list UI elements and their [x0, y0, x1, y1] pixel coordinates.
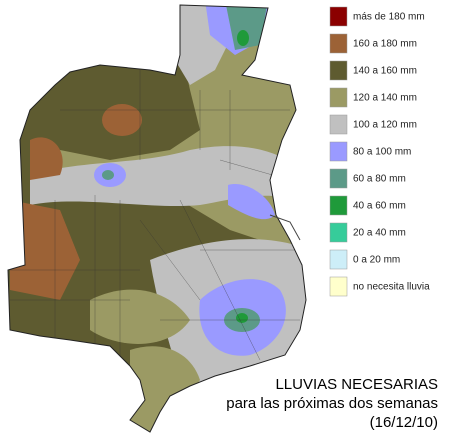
title-line: (16/12/10) [370, 414, 438, 431]
legend-label: 80 a 100 mm [353, 147, 411, 158]
legend-swatch [329, 141, 348, 162]
legend-label: 20 a 40 mm [353, 228, 406, 239]
coast-line [269, 214, 301, 241]
zone-160-180 [30, 137, 63, 180]
zone-40-60 [237, 30, 249, 46]
map [8, 5, 306, 432]
legend-swatch [329, 195, 348, 216]
legend-swatch [329, 114, 348, 135]
legend-label: más de 180 mm [353, 12, 425, 23]
legend-label: no necesita lluvia [353, 282, 430, 293]
zone-160-180 [102, 104, 142, 136]
district-lines [10, 70, 300, 361]
zone-60-80 [102, 170, 114, 180]
legend-label: 100 a 120 mm [353, 120, 417, 131]
legend-label: 60 a 80 mm [353, 174, 406, 185]
zone-120-140 [90, 289, 190, 344]
zone-120-140 [130, 346, 200, 432]
title-line: para las próximas dos semanas [226, 395, 438, 412]
legend-swatch [329, 6, 348, 27]
legend-label: 160 a 180 mm [353, 39, 417, 50]
legend-swatch [329, 168, 348, 189]
legend-swatch [329, 33, 348, 54]
zone-160-180 [10, 200, 80, 300]
legend: más de 180 mm 160 a 180 mm 140 a 160 mm 120… [329, 6, 430, 297]
legend-label: 120 a 140 mm [353, 93, 417, 104]
zone-60-80 [225, 5, 268, 50]
zone-80-100 [228, 184, 275, 220]
title-line: LLUVIAS NECESARIAS [275, 376, 438, 393]
legend-swatch [329, 60, 348, 81]
zone-40-60 [236, 313, 248, 323]
legend-swatch [329, 222, 348, 243]
title-block: LLUVIAS NECESARIAS para las próximas dos … [226, 376, 438, 431]
legend-label: 40 a 60 mm [353, 201, 406, 212]
legend-swatch [329, 249, 348, 270]
legend-label: 140 a 160 mm [353, 66, 417, 77]
legend-swatch [329, 276, 348, 297]
legend-label: 0 a 20 mm [353, 255, 400, 266]
legend-swatch [329, 87, 348, 108]
